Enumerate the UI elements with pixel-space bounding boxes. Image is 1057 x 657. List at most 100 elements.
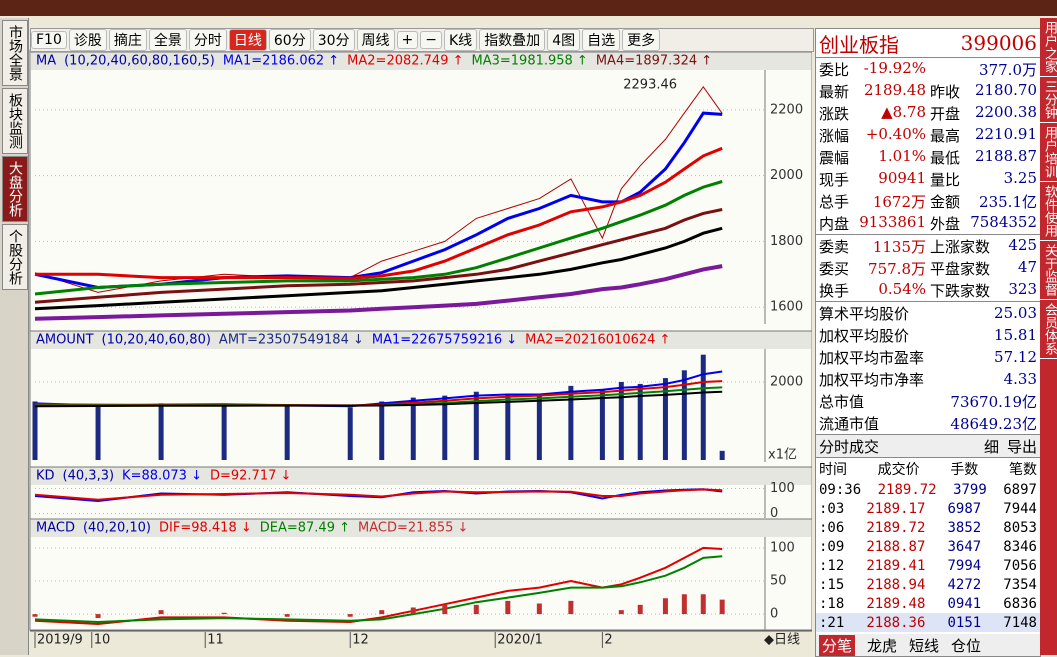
y-tick-label: 2000 <box>770 374 803 389</box>
toolbar-button[interactable]: 诊股 <box>68 29 107 51</box>
bar <box>32 614 38 617</box>
quote-value: 2210.91 <box>974 124 1037 143</box>
bar <box>599 389 605 460</box>
toolbar-button[interactable]: 日线 <box>228 29 267 51</box>
stat-label: 算术平均股价 <box>819 304 910 323</box>
y-tick-label: 1600 <box>770 300 803 315</box>
tick-cell: 7354 <box>1003 576 1037 593</box>
quote-value: ▲8.78 <box>881 102 926 121</box>
quote-row: 委卖 1135万 上涨家数 425 <box>816 235 1040 257</box>
stat-label: 加权平均市净率 <box>819 370 925 389</box>
y-tick-label: 2200 <box>770 102 803 117</box>
ticks-buttons: 细导出 <box>976 436 1037 457</box>
quote-value: 0.54% <box>878 279 926 298</box>
bar <box>95 405 101 460</box>
x-tick-label: 2 <box>604 633 612 648</box>
toolbar-button[interactable]: K线 <box>444 29 478 51</box>
quote-cell: 涨跌 ▲8.78 <box>819 103 926 124</box>
quote-value: 9133861 <box>859 212 926 231</box>
series-line <box>34 226 723 311</box>
strip-tab[interactable]: 软件使用 <box>1040 182 1057 241</box>
y-tick-label: 0 <box>770 607 778 622</box>
quote-value: 425 <box>1008 235 1037 254</box>
strip-tab[interactable]: 用户之家 <box>1040 18 1057 77</box>
toolbar-button[interactable]: 自选 <box>582 29 621 51</box>
toolbar-button[interactable]: + <box>396 31 419 49</box>
stat-value: 4.33 <box>1003 370 1037 388</box>
strip-tab[interactable]: 用户培训 <box>1040 123 1057 182</box>
tick-cell: 8346 <box>1003 538 1037 555</box>
toolbar-button[interactable]: 更多 <box>622 29 661 51</box>
quote-row: 震幅 1.01% 最低 2188.87 <box>816 146 1040 168</box>
toolbar-button[interactable]: 全景 <box>148 29 187 51</box>
tick-row: :21 2188.36 0151 7148 <box>816 613 1040 632</box>
quote-cell: 下跌家数 323 <box>926 280 1037 301</box>
toolbar-button[interactable]: F10 <box>31 31 67 49</box>
bar <box>221 612 227 615</box>
quote-value: 2200.38 <box>974 102 1037 121</box>
quote-cell: 上涨家数 425 <box>926 236 1037 257</box>
panel-header <box>31 331 811 349</box>
x-tick-label: 10 <box>94 633 111 648</box>
bar <box>158 403 164 460</box>
tick-cell: :12 <box>819 557 845 574</box>
tick-cell: :18 <box>819 595 845 612</box>
left-tabs: 市场全景 板块监测 大盘分析 个股分析 <box>0 18 29 655</box>
separator <box>816 234 1040 235</box>
tick-cell: 6836 <box>1003 595 1037 612</box>
ticks-tab[interactable]: 分笔 <box>819 634 856 656</box>
toolbar-button[interactable]: 分时 <box>188 29 227 51</box>
bar <box>158 610 164 615</box>
series-line <box>34 390 723 408</box>
left-tab[interactable]: 市场全景 <box>2 20 28 86</box>
bar <box>284 405 290 460</box>
quote-label: 委比 <box>819 60 850 79</box>
tick-cell: 0151 <box>947 614 982 631</box>
toolbar-button[interactable]: 30分 <box>312 29 355 51</box>
ticks-header: 分时成交 细导出 <box>816 434 1040 457</box>
ticks-tab[interactable]: 短线 <box>909 636 940 655</box>
quote-cell: 377.0万 <box>926 59 1037 80</box>
y-tick-label: 0 <box>770 506 778 521</box>
quote-name: 创业板指 <box>819 32 899 57</box>
quote-label: 开盘 <box>930 104 961 123</box>
left-tab[interactable]: 个股分析 <box>2 224 28 290</box>
legend-entry: MA4=1897.324 ↑ <box>596 54 712 69</box>
toolbar-button[interactable]: 指数叠加 <box>479 29 546 51</box>
toolbar-button[interactable]: − <box>420 31 442 49</box>
ticks-button[interactable]: 细 <box>983 437 999 456</box>
left-tab[interactable]: 板块监测 <box>2 88 28 154</box>
left-tab[interactable]: 大盘分析 <box>2 156 28 222</box>
bar <box>473 604 479 615</box>
toolbar-button[interactable]: 60分 <box>268 29 311 51</box>
stat-value: 73670.19亿 <box>950 392 1037 411</box>
ticks-tab[interactable]: 仓位 <box>951 636 982 655</box>
quote-value: 377.0万 <box>979 60 1037 79</box>
ticks-tab[interactable]: 龙虎 <box>867 636 898 655</box>
strip-tab[interactable]: 关于监督 <box>1040 241 1057 300</box>
quote-label: 涨幅 <box>819 126 850 145</box>
indicator-name: MACD <box>36 521 75 536</box>
ticks-title: 分时成交 <box>819 437 880 456</box>
tick-cell: 7944 <box>1003 500 1037 517</box>
bar <box>618 610 624 615</box>
strip-tab[interactable]: 三分钟 <box>1040 77 1057 123</box>
bar <box>347 407 353 460</box>
ticks-column: 时间 <box>819 462 847 478</box>
toolbar-button[interactable]: 周线 <box>356 29 395 51</box>
stat-label: 流通市值 <box>819 414 880 433</box>
quote-row: 最新 2189.48 昨收 2180.70 <box>816 80 1040 102</box>
ticks-button[interactable]: 导出 <box>1006 437 1037 456</box>
bar <box>505 393 511 460</box>
toolbar-button[interactable]: 4图 <box>547 29 581 51</box>
quote-value: 757.8万 <box>868 259 926 278</box>
legend-entry: DEA=87.49 ↑ <box>260 521 350 536</box>
toolbar-button[interactable]: 摘庄 <box>108 29 147 51</box>
quote-row: 委买 757.8万 平盘家数 47 <box>816 257 1040 279</box>
tick-row: :12 2189.41 7994 7056 <box>816 556 1040 575</box>
tick-cell: 3799 <box>953 481 987 498</box>
strip-tab[interactable]: 会员体系 <box>1040 300 1057 359</box>
quote-value: 47 <box>1017 257 1037 276</box>
title-bar <box>0 0 1057 16</box>
tick-cell: 7994 <box>947 557 982 574</box>
